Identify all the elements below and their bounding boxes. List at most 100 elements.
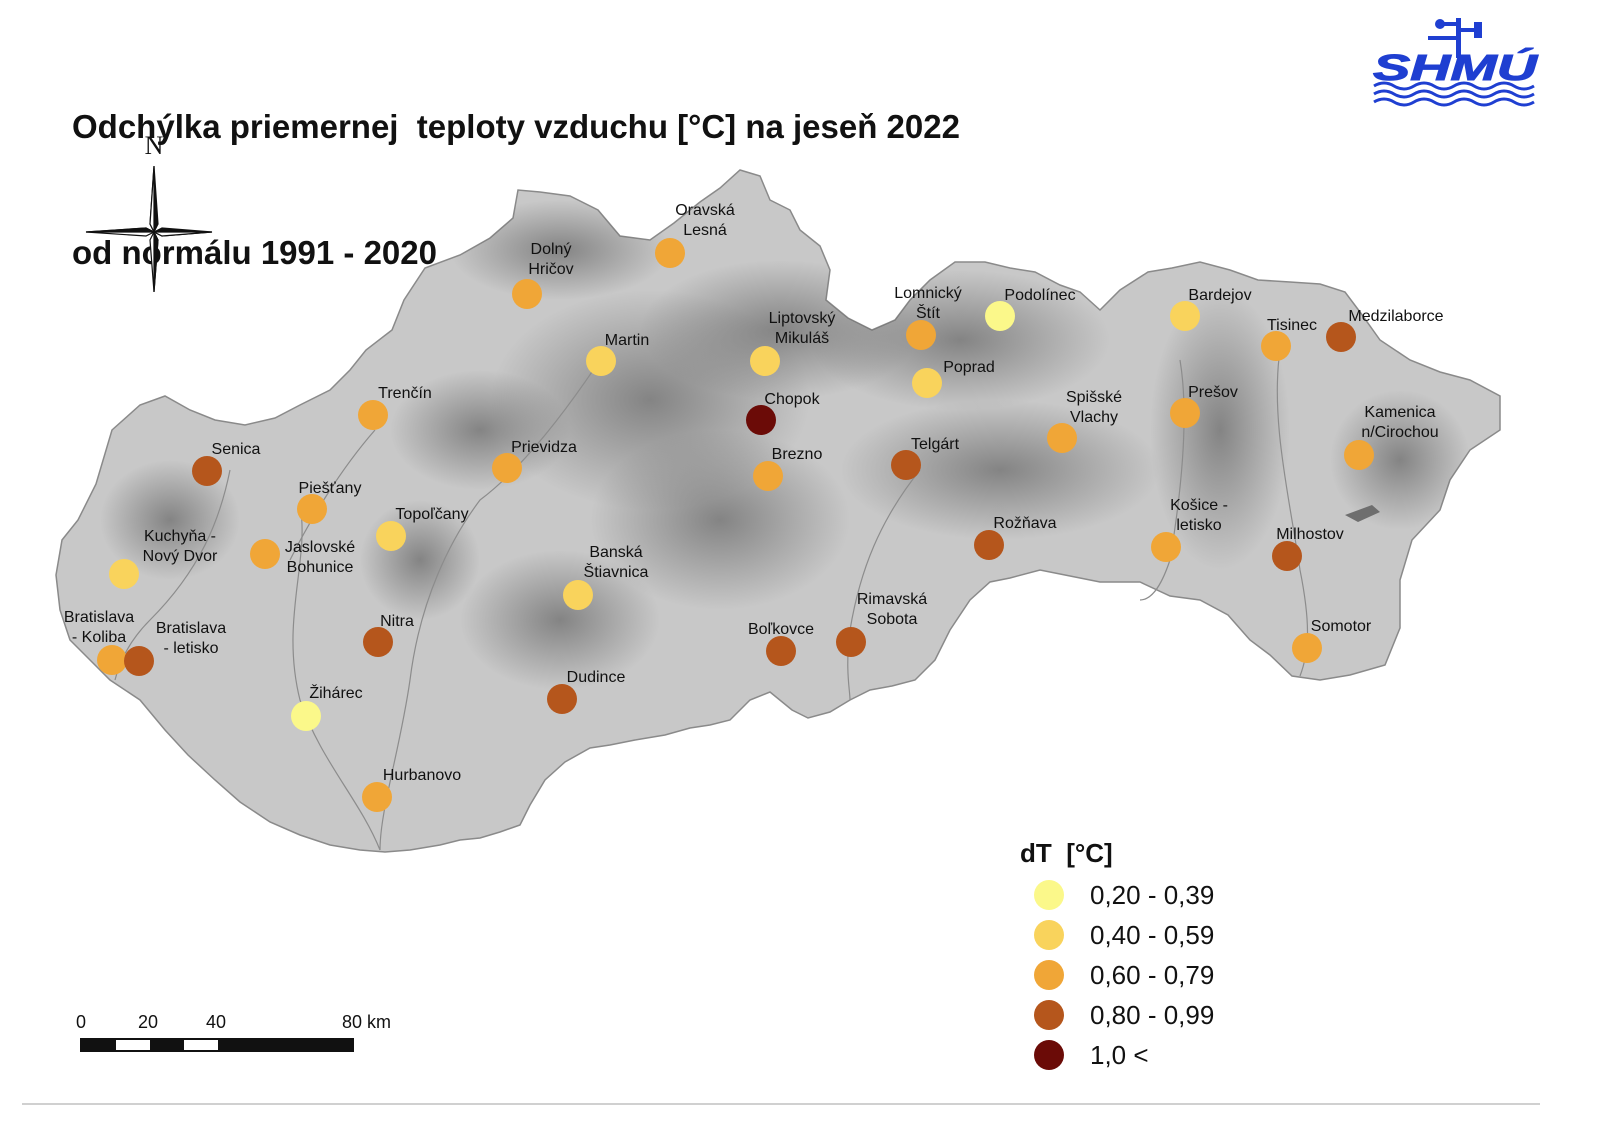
station-dot bbox=[836, 627, 866, 657]
station-dot bbox=[250, 539, 280, 569]
station-label: Piešťany bbox=[299, 480, 362, 497]
map-title-line1: Odchýlka priemernej teploty vzduchu [°C]… bbox=[72, 108, 960, 145]
station-marker: Somotor bbox=[1292, 618, 1372, 663]
station-marker: Martin bbox=[586, 332, 649, 376]
scale-bar: 0 20 40 80 km bbox=[72, 1012, 392, 1062]
station-dot bbox=[109, 559, 139, 589]
weather-station-icon bbox=[1428, 18, 1482, 58]
station-dot bbox=[291, 701, 321, 731]
station-label: Liptovský Mikuláš bbox=[769, 310, 836, 347]
legend-item: 0,40 - 0,59 bbox=[1034, 918, 1274, 952]
station-dot bbox=[746, 405, 776, 435]
station-marker: Rožňava bbox=[974, 515, 1057, 560]
station-dot bbox=[362, 782, 392, 812]
scale-bar-graphic bbox=[80, 1038, 354, 1052]
station-dot bbox=[512, 279, 542, 309]
station-label: Žihárec bbox=[309, 683, 362, 702]
station-marker: Košice -letisko bbox=[1151, 497, 1228, 562]
station-dot bbox=[906, 320, 936, 350]
station-marker: Lomnický Štít bbox=[894, 285, 962, 350]
shmu-logo: SHMÚ bbox=[1373, 18, 1539, 107]
station-label: Kuchyňa -Nový Dvor bbox=[143, 528, 218, 565]
station-marker: Milhostov bbox=[1272, 526, 1344, 571]
legend-item: 0,20 - 0,39 bbox=[1034, 878, 1274, 912]
station-dot bbox=[124, 646, 154, 676]
legend-swatch bbox=[1034, 1000, 1064, 1030]
station-dot bbox=[586, 346, 616, 376]
stations-layer: Oravská Lesná Dolný Hričov Martin Liptovský Mi… bbox=[64, 202, 1444, 812]
station-dot bbox=[1344, 440, 1374, 470]
station-label: Podolínec bbox=[1004, 287, 1075, 304]
station-dot bbox=[1170, 398, 1200, 428]
station-marker: Banská Štiavnica bbox=[563, 544, 649, 610]
compass-rose-icon bbox=[85, 165, 213, 293]
legend-title: dT [°C] bbox=[1020, 838, 1113, 868]
map-title-line2: od normálu 1991 - 2020 bbox=[72, 234, 437, 271]
station-marker: Medzilaborce bbox=[1326, 308, 1444, 352]
station-marker: Tisinec bbox=[1261, 317, 1317, 361]
station-label: Hurbanovo bbox=[383, 767, 461, 784]
station-marker: Spišské Vlachy bbox=[1047, 389, 1122, 453]
scale-tick-label: 20 bbox=[138, 1012, 159, 1032]
station-label: Telgárt bbox=[911, 436, 960, 453]
station-label: Bardejov bbox=[1188, 287, 1251, 304]
station-label: Kamenica n/Cirochou bbox=[1361, 404, 1438, 441]
station-label: Rimavská Sobota bbox=[857, 591, 927, 628]
station-marker: Liptovský Mikuláš bbox=[750, 310, 835, 376]
station-dot bbox=[492, 453, 522, 483]
station-label: Brezno bbox=[772, 446, 823, 463]
station-marker: Topoľčany bbox=[376, 506, 469, 551]
station-dot bbox=[912, 368, 942, 398]
station-dot bbox=[974, 530, 1004, 560]
station-label: Spišské Vlachy bbox=[1066, 389, 1122, 426]
station-label: Tisinec bbox=[1267, 317, 1317, 334]
legend-label: 0,20 - 0,39 bbox=[1090, 880, 1215, 910]
station-label: Jaslovské Bohunice bbox=[285, 539, 355, 576]
station-dot bbox=[563, 580, 593, 610]
legend-label: 0,40 - 0,59 bbox=[1090, 920, 1215, 950]
station-marker: Žihárec bbox=[291, 683, 363, 731]
north-arrow: N bbox=[85, 132, 213, 293]
station-marker: Poprad bbox=[912, 359, 995, 398]
station-marker: Bratislava - Koliba bbox=[64, 609, 134, 675]
station-label: Banská Štiavnica bbox=[584, 544, 649, 581]
station-marker: Prešov bbox=[1170, 384, 1238, 428]
station-marker: Brezno bbox=[753, 446, 822, 491]
legend-item: 0,60 - 0,79 bbox=[1034, 958, 1274, 992]
bottom-divider bbox=[22, 1103, 1540, 1105]
station-marker: Rimavská Sobota bbox=[836, 591, 927, 657]
station-dot bbox=[97, 645, 127, 675]
station-marker: Piešťany bbox=[297, 480, 361, 524]
station-label: Rožňava bbox=[993, 515, 1056, 532]
station-dot bbox=[766, 636, 796, 666]
station-dot bbox=[750, 346, 780, 376]
station-label: Senica bbox=[212, 441, 261, 458]
station-dot bbox=[1170, 301, 1200, 331]
scale-segment bbox=[150, 1040, 184, 1050]
station-marker: Trenčín bbox=[358, 385, 432, 430]
station-label: Chopok bbox=[764, 391, 820, 408]
station-dot bbox=[985, 301, 1015, 331]
station-marker: Telgárt bbox=[891, 436, 960, 480]
station-label: Martin bbox=[605, 332, 649, 349]
north-label: N bbox=[145, 132, 164, 160]
legend-swatch bbox=[1034, 1040, 1064, 1070]
station-label: Bratislava - Koliba bbox=[64, 609, 134, 646]
station-marker: Senica bbox=[192, 441, 261, 486]
station-label: Lomnický Štít bbox=[894, 285, 962, 322]
legend-swatch bbox=[1034, 960, 1064, 990]
station-label: Medzilaborce bbox=[1348, 308, 1443, 325]
station-dot bbox=[376, 521, 406, 551]
station-marker: Dolný Hričov bbox=[512, 241, 574, 309]
station-marker: Prievidza bbox=[492, 439, 577, 483]
lake-shape bbox=[1345, 505, 1380, 522]
station-dot bbox=[1272, 541, 1302, 571]
legend-swatch bbox=[1034, 920, 1064, 950]
station-label: Poprad bbox=[943, 359, 995, 376]
station-dot bbox=[891, 450, 921, 480]
station-label: Boľkovce bbox=[748, 621, 814, 638]
scale-segment bbox=[184, 1040, 218, 1050]
station-marker: Chopok bbox=[746, 391, 821, 435]
station-label: Nitra bbox=[380, 613, 414, 630]
